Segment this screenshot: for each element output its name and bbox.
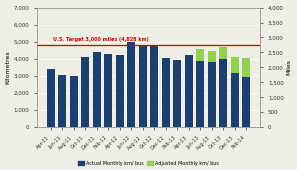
Bar (127, 42, 135, 127)
Bar (196, 61, 204, 127)
Bar (230, 73, 238, 127)
Bar (93, 52, 101, 127)
Bar (242, 77, 250, 127)
Bar (150, 46, 158, 127)
Bar (219, 47, 227, 59)
Legend: Actual Monthly km/ bus, Adjusted Monthly km/ bus: Actual Monthly km/ bus, Adjusted Monthly… (76, 159, 221, 168)
Bar (81, 57, 89, 127)
Bar (139, 46, 147, 127)
Bar (104, 54, 112, 127)
Bar (173, 60, 181, 127)
Bar (47, 69, 55, 127)
Bar (59, 75, 67, 127)
Bar (208, 51, 216, 62)
Bar (116, 55, 124, 127)
Bar (208, 62, 216, 127)
Bar (242, 58, 250, 77)
Text: U.S. Target 3,000 miles (4,828 km): U.S. Target 3,000 miles (4,828 km) (53, 37, 149, 42)
Bar (230, 57, 238, 73)
Y-axis label: Kilometres: Kilometres (6, 50, 11, 84)
Bar (70, 76, 78, 127)
Y-axis label: Miles: Miles (286, 59, 291, 75)
Bar (196, 49, 204, 61)
Bar (219, 59, 227, 127)
Bar (162, 58, 170, 127)
Bar (185, 55, 193, 127)
